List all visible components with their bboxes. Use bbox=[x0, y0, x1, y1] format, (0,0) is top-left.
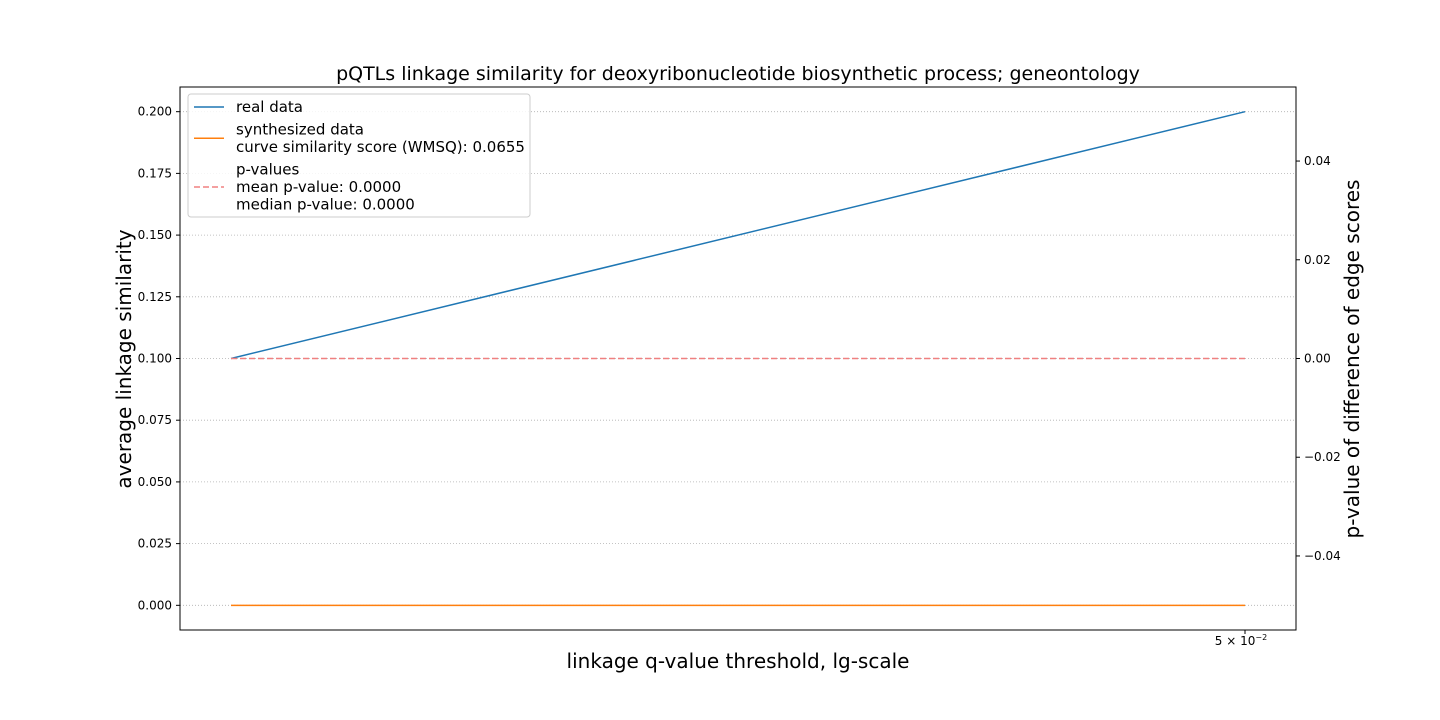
x-tick-label: 5 × 10−2 bbox=[1215, 633, 1267, 648]
y-tick-label: 0.125 bbox=[138, 290, 172, 304]
x-axis-tick: 5 × 10−2 bbox=[1215, 630, 1267, 648]
y-tick-label: 0.175 bbox=[138, 166, 172, 180]
x-axis-label: linkage q-value threshold, lg-scale bbox=[567, 649, 910, 673]
y-tick-label: 0.075 bbox=[138, 413, 172, 427]
legend-label: mean p-value: 0.0000 bbox=[236, 178, 401, 196]
legend-label: curve similarity score (WMSQ): 0.0655 bbox=[236, 138, 525, 156]
y-tick-label: 0.100 bbox=[138, 352, 172, 366]
y2-axis-ticks: −0.04 −0.02 0.00 0.02 0.04 bbox=[1296, 154, 1341, 563]
y-tick-label: 0.000 bbox=[138, 598, 172, 612]
legend-box bbox=[187, 93, 531, 218]
y-tick-label: 0.150 bbox=[138, 228, 172, 242]
y2-tick-label: 0.00 bbox=[1304, 352, 1331, 366]
y2-tick-label: 0.02 bbox=[1304, 253, 1331, 267]
legend-label: p-values bbox=[236, 161, 300, 179]
legend-label: median p-value: 0.0000 bbox=[236, 196, 415, 214]
y-axis-label: average linkage similarity bbox=[112, 229, 136, 488]
chart-title: pQTLs linkage similarity for deoxyribonu… bbox=[336, 63, 1140, 85]
series-lines bbox=[230, 110, 1246, 607]
y2-axis-label: p-value of difference of edge scores bbox=[1340, 180, 1364, 539]
y2-tick-label: −0.02 bbox=[1304, 450, 1341, 464]
y2-tick-label: −0.04 bbox=[1304, 549, 1341, 563]
y-tick-label: 0.050 bbox=[138, 475, 172, 489]
series-line-real-data bbox=[230, 110, 1246, 360]
y-tick-label: 0.200 bbox=[138, 105, 172, 119]
y-axis-ticks: 0.000 0.025 0.050 0.075 0.100 0.125 0.150 0.175… bbox=[138, 105, 180, 612]
legend-label: real data bbox=[236, 98, 303, 116]
legend-label: synthesized data bbox=[236, 121, 364, 139]
y2-tick-label: 0.04 bbox=[1304, 154, 1331, 168]
y-tick-label: 0.025 bbox=[138, 537, 172, 551]
